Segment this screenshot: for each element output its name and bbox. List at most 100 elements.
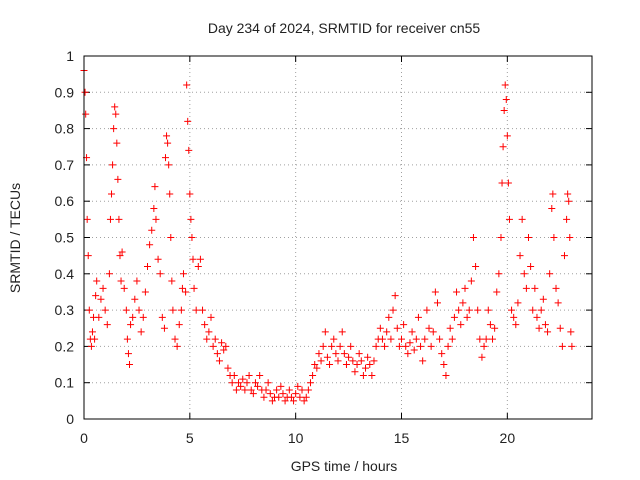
data-point [168, 277, 176, 285]
data-point [541, 321, 549, 329]
data-point [103, 321, 111, 329]
data-point [97, 295, 105, 303]
data-point [120, 284, 128, 292]
x-tick-label: 10 [288, 430, 304, 446]
data-point [321, 328, 329, 336]
x-tick-label: 0 [80, 430, 88, 446]
data-point [480, 342, 488, 350]
data-point [501, 81, 509, 89]
data-point [564, 190, 572, 198]
plot-frame [83, 55, 593, 420]
data-point [262, 386, 270, 394]
data-point [156, 270, 164, 278]
data-point [450, 313, 458, 321]
data-point [362, 364, 370, 372]
data-point [256, 371, 264, 379]
data-point [135, 306, 143, 314]
y-tick-label: 0.8 [55, 121, 75, 137]
data-point [554, 299, 562, 307]
data-point [192, 306, 200, 314]
data-point [484, 306, 492, 314]
data-point [251, 379, 259, 387]
data-point [209, 342, 217, 350]
y-axis-label: SRMTID / TECUs [7, 183, 23, 293]
data-point [491, 324, 499, 332]
data-point [500, 106, 508, 114]
data-point [203, 335, 211, 343]
y-tick-label: 1 [66, 48, 74, 64]
data-point [220, 346, 228, 354]
data-point [529, 306, 537, 314]
data-point [82, 110, 90, 118]
data-point [148, 226, 156, 234]
data-point [129, 313, 137, 321]
data-point [476, 335, 484, 343]
data-point [558, 342, 566, 350]
data-point [516, 252, 524, 260]
data-point [336, 342, 344, 350]
data-point [241, 386, 249, 394]
data-point [453, 288, 461, 296]
data-point [391, 292, 399, 300]
y-tick-label: 0 [66, 411, 74, 427]
data-point [186, 190, 194, 198]
data-point [548, 204, 556, 212]
y-tick-label: 0.9 [55, 84, 75, 100]
data-point [101, 306, 109, 314]
data-point [264, 379, 272, 387]
data-point [419, 357, 427, 365]
data-point [152, 215, 160, 223]
data-point [175, 321, 183, 329]
data-point [205, 328, 213, 336]
data-point [474, 306, 482, 314]
data-point [184, 117, 192, 125]
data-point [124, 350, 132, 358]
data-point [306, 379, 314, 387]
data-point [185, 146, 193, 154]
data-point [467, 277, 475, 285]
data-point [127, 321, 135, 329]
data-point [126, 361, 134, 369]
data-point [123, 335, 131, 343]
data-point [514, 299, 522, 307]
data-point [222, 342, 230, 350]
data-point [502, 96, 510, 104]
data-point [190, 284, 198, 292]
data-point [567, 328, 575, 336]
data-point [353, 361, 361, 369]
data-point [187, 215, 195, 223]
data-point [381, 342, 389, 350]
data-point [427, 342, 435, 350]
data-point [408, 328, 416, 336]
data-point [560, 252, 568, 260]
data-point [440, 361, 448, 369]
data-point [199, 306, 207, 314]
data-point [302, 393, 310, 401]
data-point [146, 241, 154, 249]
data-point [268, 397, 276, 405]
data-point [457, 321, 465, 329]
data-point [150, 204, 158, 212]
data-point [151, 183, 159, 191]
x-axis-label: GPS time / hours [291, 458, 398, 474]
data-point [425, 324, 433, 332]
data-point [88, 328, 96, 336]
data-point [237, 382, 245, 390]
data-point [319, 342, 327, 350]
data-point [194, 263, 202, 271]
data-point [493, 288, 501, 296]
data-point [245, 371, 253, 379]
data-point [332, 350, 340, 358]
data-point [141, 288, 149, 296]
data-point [118, 248, 126, 256]
y-tick-label: 0.7 [55, 157, 75, 173]
data-point [279, 390, 287, 398]
data-point [161, 154, 169, 162]
data-point [294, 382, 302, 390]
data-point [366, 361, 374, 369]
data-point [111, 103, 119, 111]
data-point [364, 353, 372, 361]
data-point [154, 255, 162, 263]
data-point [544, 328, 552, 336]
data-point [410, 346, 418, 354]
